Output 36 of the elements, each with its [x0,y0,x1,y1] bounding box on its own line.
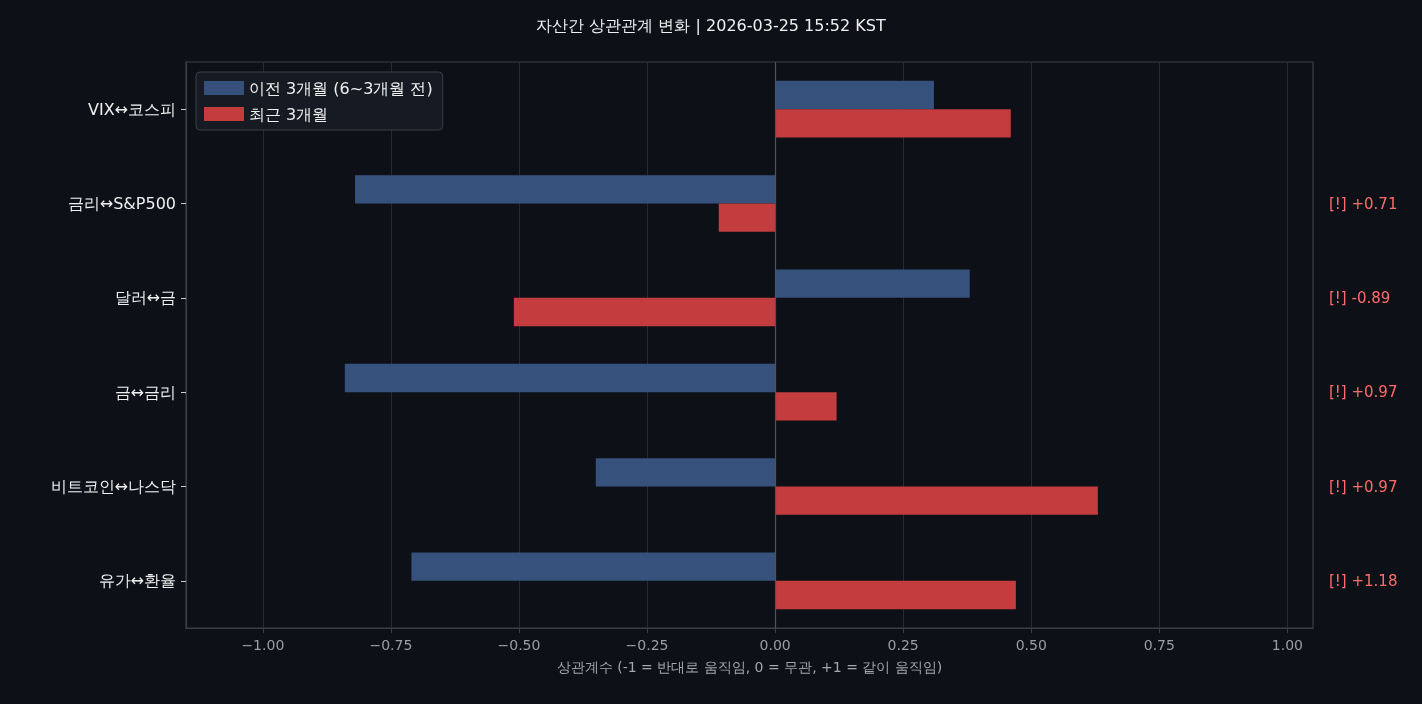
legend-label: 최근 3개월 [249,104,329,124]
bar [344,363,776,393]
legend-label: 이전 3개월 (6~3개월 전) [249,78,433,98]
x-tick-label: 0.50 [1015,637,1047,653]
bar [411,552,776,581]
x-tick-label: 0.25 [887,637,919,653]
text: [!] -0.89 [1329,288,1391,307]
x-tick-label: 0.75 [1143,637,1175,653]
bar [775,392,837,421]
y-tick-label: 금리↔S&P500 [67,194,176,213]
bar [775,80,934,110]
text: [!] +0.97 [1329,477,1398,496]
x-tick-label: −0.75 [369,637,413,653]
text: [!] +0.97 [1329,383,1398,402]
bar [775,269,970,298]
x-axis-title: 상관계수 (-1 = 반대로 움직임, 0 = 무관, +1 = 같이 움직임) [556,659,943,675]
bar [355,175,776,204]
y-tick-label: 금↔금리 [114,382,176,402]
y-tick-label: 비트코인↔나스닥 [50,477,176,496]
x-tick-label: −1.00 [241,637,285,653]
bar [775,109,1011,138]
bar [595,458,776,487]
text: [!] +1.18 [1329,571,1398,590]
y-tick-label: 달러↔금 [114,288,176,308]
x-tick-label: 0.00 [759,637,791,653]
x-tick-label: −0.25 [625,637,669,653]
y-tick-label: 유가↔환율 [98,571,176,591]
chart-title: 자산간 상관관계 변화 | 2026-03-25 15:52 KST [536,15,886,35]
bar [775,486,1098,515]
bar [513,297,776,327]
text: [!] +0.71 [1329,194,1398,213]
bar [718,203,776,232]
x-tick-label: 1.00 [1271,637,1303,653]
x-tick-label: −0.50 [497,637,541,653]
bar [775,580,1016,610]
y-tick-label: VIX↔코스피 [87,99,176,119]
